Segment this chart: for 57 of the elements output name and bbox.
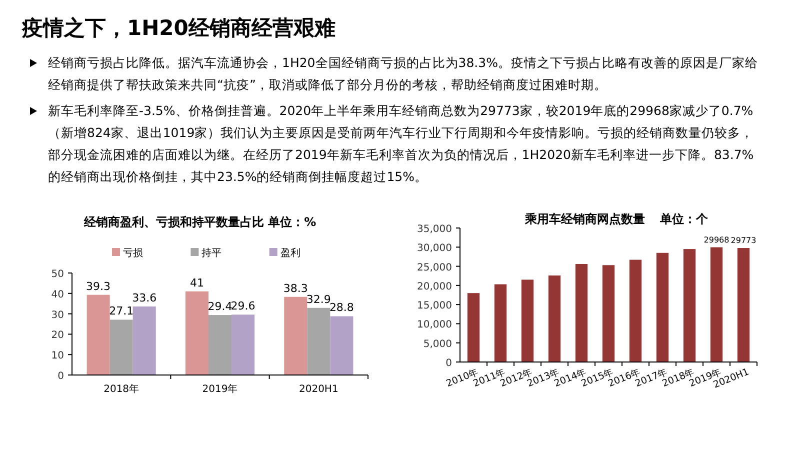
y-tick-label: 0 <box>446 358 452 369</box>
text: 经销商亏损占比降低。据汽车流通协会，1H20全国经销商亏损的占比为38.3%。疫情之下亏损占比略有改善的原因是厂家给经销商提供了帮扶政策来共同“抗疫”，取消或降低了部分月份的考核，帮助经销商度过困难时期。 <box>48 55 758 92</box>
bar <box>737 248 750 362</box>
bar <box>330 316 354 375</box>
data-label: 39.3 <box>86 280 111 293</box>
y-tick-label: 40 <box>51 289 64 300</box>
y-tick-label: 20 <box>51 330 64 342</box>
bar <box>232 314 255 375</box>
x-tick-label: 2019年 <box>202 383 238 395</box>
bar <box>575 264 588 362</box>
y-tick-label: 15,000 <box>417 300 452 312</box>
bar <box>629 260 642 362</box>
data-label: 41 <box>190 276 204 290</box>
bar <box>548 275 561 362</box>
y-tick-label: 20,000 <box>417 281 452 292</box>
y-tick-label: 30 <box>51 310 64 321</box>
data-label: 29773 <box>730 236 756 246</box>
data-label: 32.9 <box>306 292 331 306</box>
bar <box>656 252 669 362</box>
data-label: 38.3 <box>283 282 308 295</box>
bar <box>710 247 723 362</box>
bar <box>307 308 330 375</box>
y-tick-label: 25,000 <box>417 262 452 274</box>
bar <box>467 293 480 362</box>
text: 疫情之下，1H20经销商经营艰难 <box>22 15 336 42</box>
chart-title: 乘用车经销商网点数量 <box>524 212 645 226</box>
y-tick-label: 10 <box>51 350 64 362</box>
bar <box>132 306 156 375</box>
bar <box>86 294 110 375</box>
bar <box>683 249 696 362</box>
x-tick-label: 2020H1 <box>298 384 338 395</box>
data-label: 29.6 <box>230 300 256 313</box>
chart-subtitle: 单位：个 <box>659 212 709 226</box>
y-tick-label: 0 <box>58 371 64 382</box>
data-label: 28.8 <box>329 301 354 314</box>
bar <box>521 280 534 362</box>
legend-label: 亏损 <box>123 247 143 259</box>
bar <box>110 320 133 375</box>
y-tick-label: 10,000 <box>417 320 452 331</box>
bar <box>602 265 615 362</box>
x-tick-label: 2018年 <box>104 383 140 395</box>
legend-label: 持平 <box>202 247 222 259</box>
y-tick-label: 5,000 <box>423 338 452 350</box>
bar <box>494 284 507 362</box>
y-tick-label: 50 <box>51 269 64 280</box>
bar <box>185 291 208 375</box>
bar <box>208 315 232 375</box>
y-tick-label: 30,000 <box>417 243 452 254</box>
data-label: 33.6 <box>132 291 157 304</box>
y-tick-label: 35,000 <box>417 224 452 235</box>
chart-title: 经销商盈利、亏损和持平数量占比 单位：% <box>82 215 316 229</box>
legend-label: 盈利 <box>280 247 300 259</box>
text: 新车毛利率降至-3.5%、价格倒挂普遍。2020年上半年乘用车经销商总数为29773家，较2019年底的29968家减少了0.7%（新增824家、退出1019家）我们认为主要原因是受前两年汽车行业下行周期和今年疫情影响。亏损的经销商数量仍较多，部分现金流困难的店面难以为继。在经历了2019年新车毛利率首次为负的情况后，1H2020新车毛利率进一步下降。83.7%的经销商出现价格倒挂，其中23.5%的经销商倒挂幅度超过15%。 <box>48 103 754 184</box>
data-label: 29.4 <box>208 300 232 314</box>
data-label: 27.1 <box>109 304 134 318</box>
bar <box>284 296 308 375</box>
data-label: 29968 <box>704 235 730 244</box>
